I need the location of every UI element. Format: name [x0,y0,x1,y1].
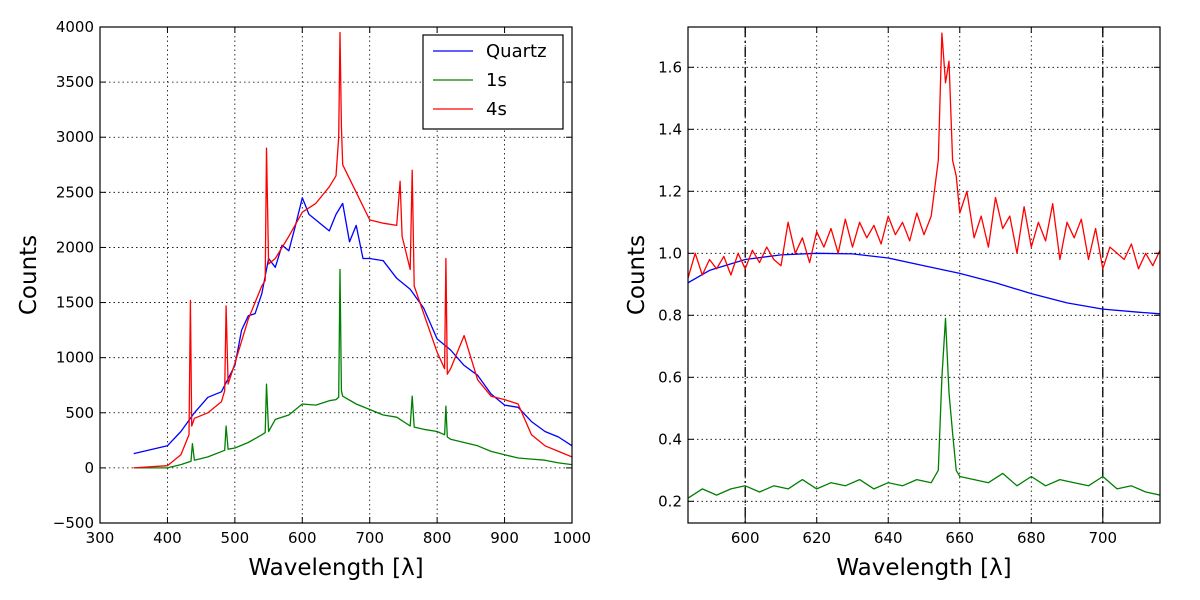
right-x-tick-label-3: 660 [945,529,974,547]
left-y-tick-label-1: 0 [84,459,94,477]
legend: Quartz 1s 4s [422,34,564,130]
left-x-tick-label-6: 900 [490,529,519,547]
right-chart: 600 620 640 660 680 700 0.2 0.4 0.6 0.8 1.0 1.2 1.4 1… [624,26,1161,581]
left-series-1s [133,268,572,469]
left-x-tick-label-3: 600 [288,529,317,547]
right-axes-frame [687,26,1161,524]
left-x-tick-label-0: 300 [86,529,115,547]
left-x-axis-label: Wavelength [λ] [248,555,423,581]
right-series-1s [688,317,1160,499]
left-y-tick-label-8: 3500 [56,73,94,91]
left-x-tick-label-7: 1000 [553,529,591,547]
left-series-quartz [133,197,572,455]
right-series-4s [688,32,1160,279]
left-y-tick-label-5: 2000 [56,238,94,256]
left-y-tick-label-4: 1500 [56,294,94,312]
left-y-tick-label-3: 1000 [56,349,94,367]
right-y-tick-label-2: 0.6 [658,368,682,386]
left-y-tick-label-6: 2500 [56,183,94,201]
left-x-tick-label-2: 500 [221,529,250,547]
left-grid [100,27,572,523]
right-x-axis-label: Wavelength [λ] [836,555,1011,581]
legend-label-4s: 4s [486,99,507,120]
right-y-tick-label-1: 0.4 [658,430,682,448]
left-y-tick-label-7: 3000 [56,128,94,146]
legend-label-1s: 1s [486,70,507,91]
right-y-tick-label-7: 1.6 [658,58,682,76]
left-plot-area [133,31,572,469]
legend-label-quartz: Quartz [486,41,547,62]
right-y-axis-label: Counts [624,235,650,315]
right-x-tick-label-1: 620 [802,529,831,547]
left-ticks: 300 400 500 600 700 800 900 1000 −500 0 500 1000 150… [53,18,591,547]
left-x-tick-label-4: 700 [355,529,384,547]
left-y-axis-label: Counts [16,235,42,315]
right-y-tick-label-4: 1.0 [658,244,682,262]
right-x-tick-label-2: 640 [874,529,903,547]
right-ticks: 600 620 640 660 680 700 0.2 0.4 0.6 0.8 1.0 1.2 1.4 1… [658,27,1160,547]
left-x-tick-label-1: 400 [153,529,182,547]
right-x-tick-label-0: 600 [731,529,760,547]
right-y-tick-label-6: 1.4 [658,120,682,138]
right-plot-area [688,27,1160,523]
right-x-tick-label-5: 700 [1088,529,1117,547]
left-x-tick-label-5: 800 [423,529,452,547]
left-chart: 300 400 500 600 700 800 900 1000 −500 0 500 1000 150… [16,18,591,581]
right-x-tick-label-4: 680 [1017,529,1046,547]
left-axes-frame [99,26,573,524]
left-y-tick-label-9: 4000 [56,18,94,36]
right-y-tick-label-0: 0.2 [658,492,682,510]
right-y-tick-label-5: 1.2 [658,182,682,200]
left-y-tick-label-2: 500 [65,404,94,422]
right-y-tick-label-3: 0.8 [658,306,682,324]
left-y-tick-label-0: −500 [53,514,94,532]
left-series-4s [133,31,572,469]
